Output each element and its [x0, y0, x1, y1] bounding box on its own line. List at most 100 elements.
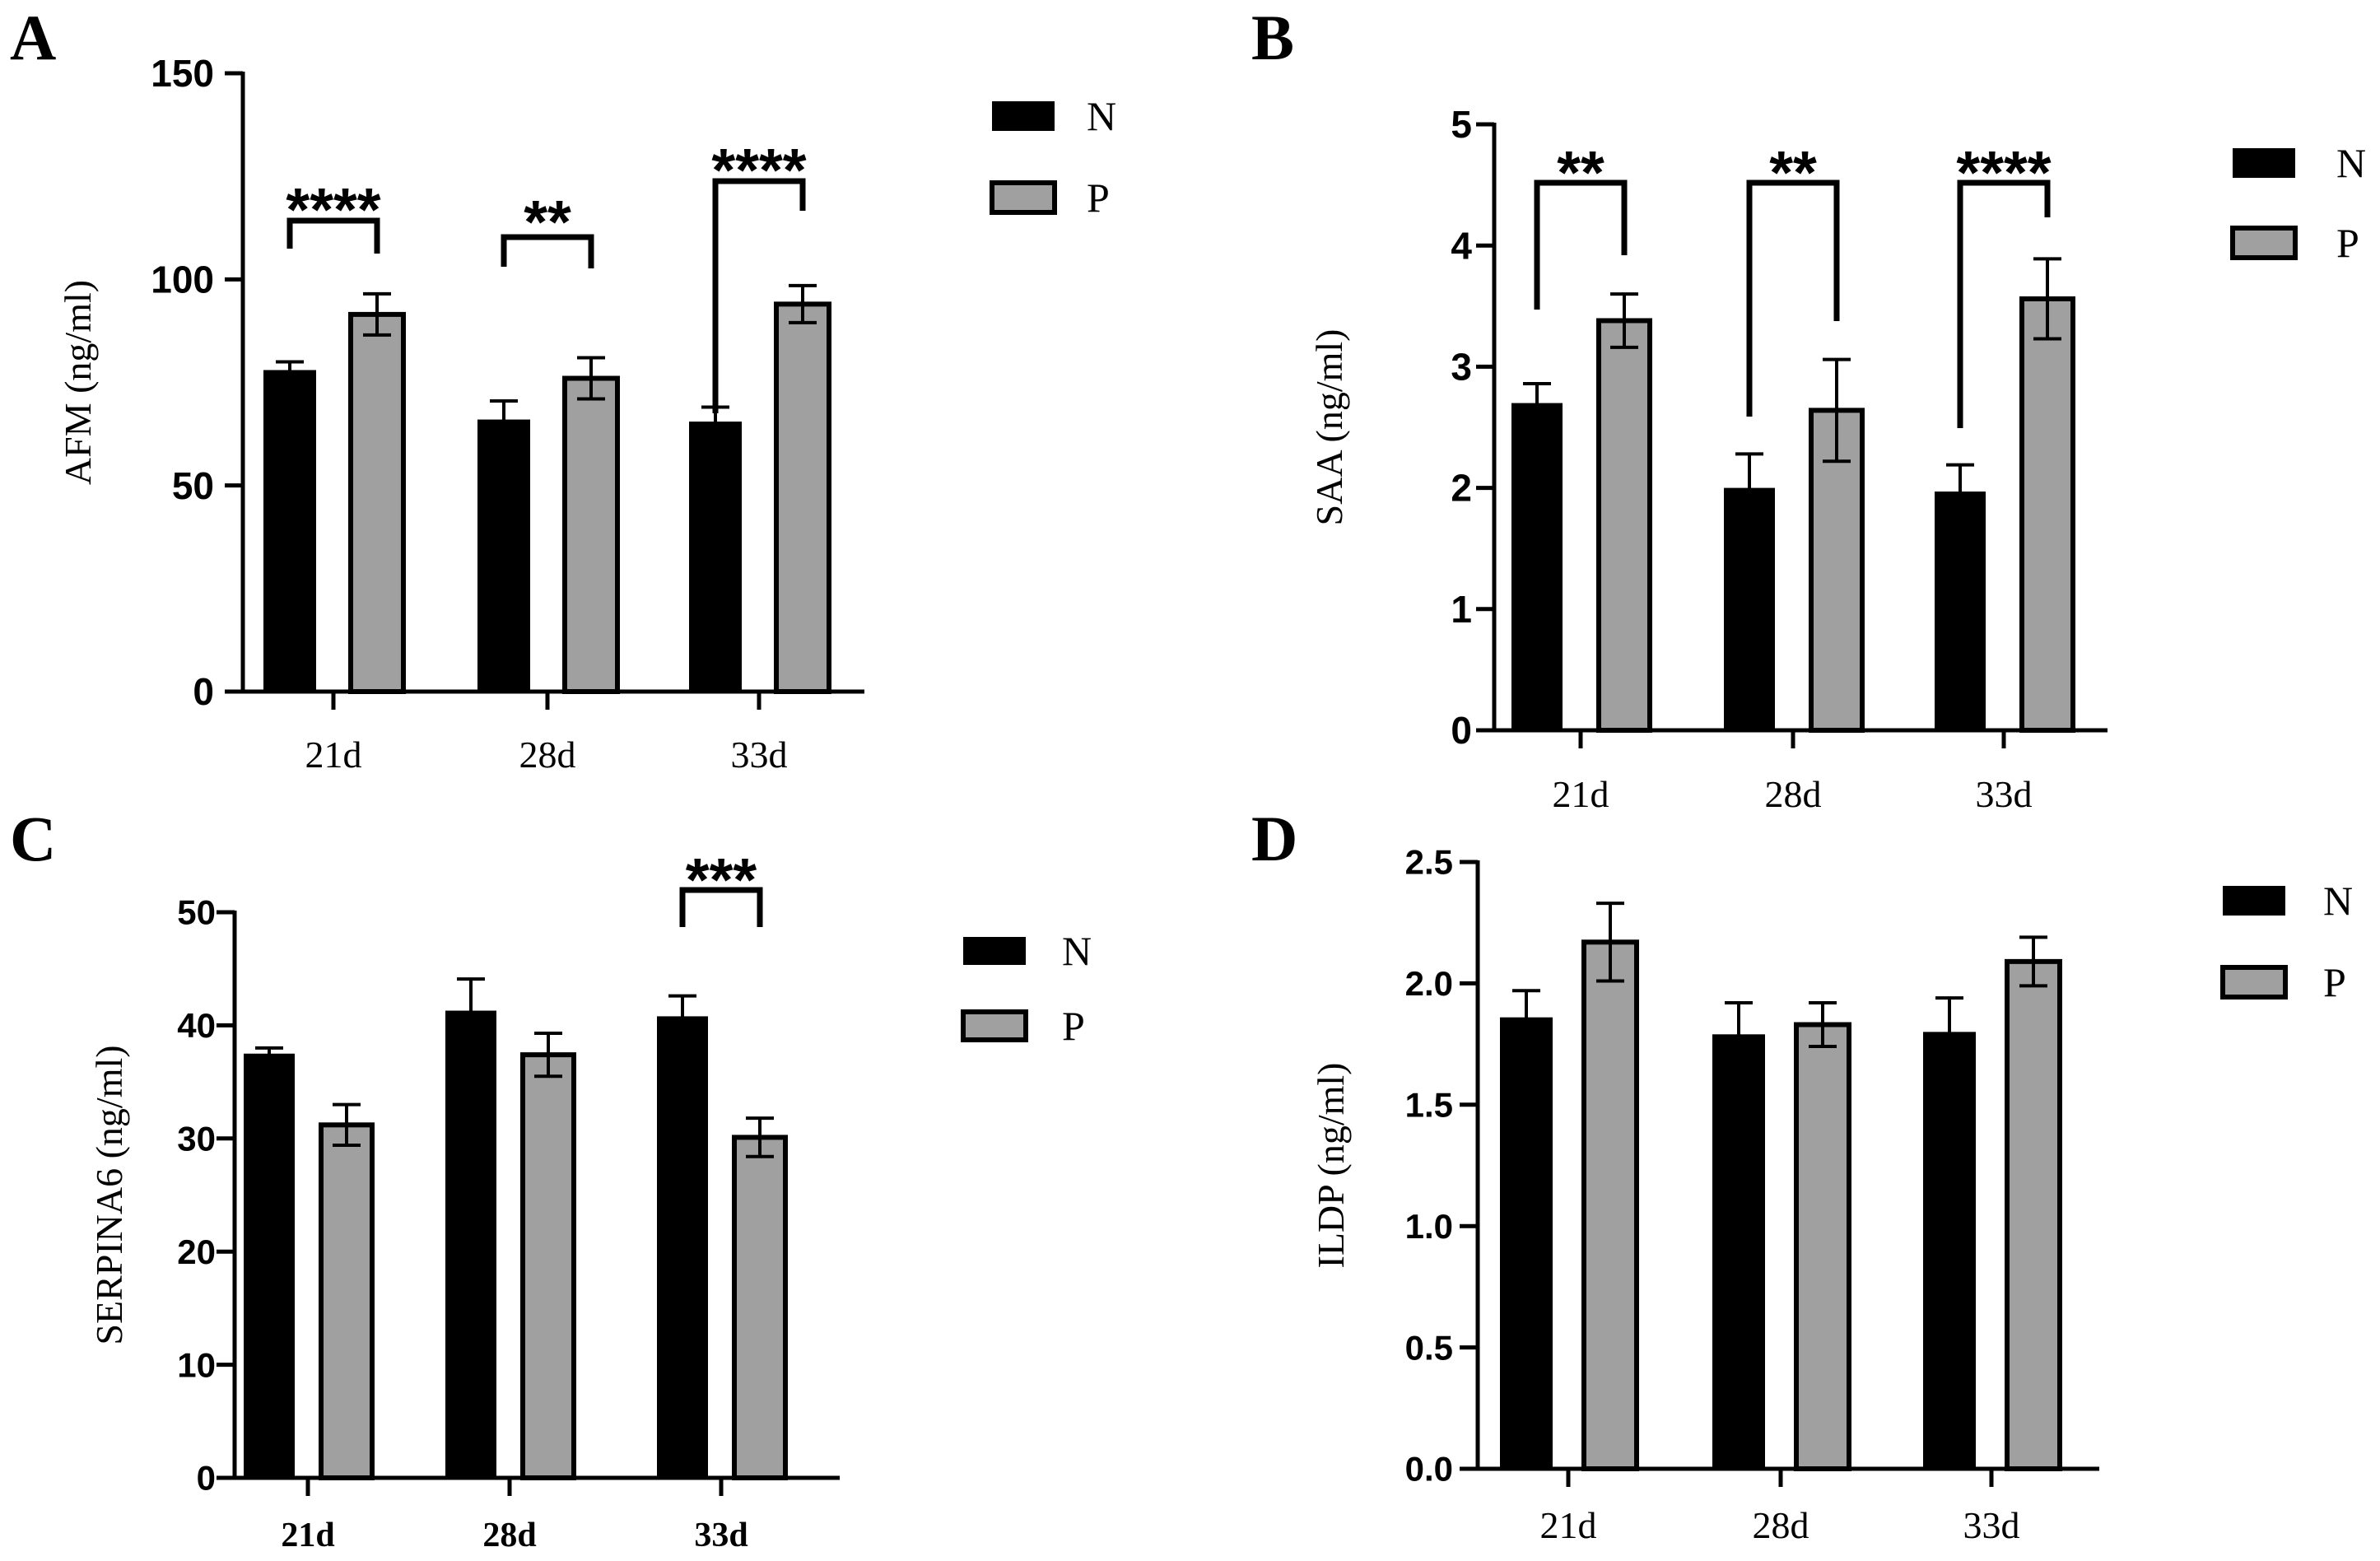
y-tick-label: 50: [172, 464, 214, 507]
panel-label: B: [1251, 2, 1294, 73]
bar-n-33d: [1923, 1032, 1976, 1469]
legend-swatch-p: [2220, 965, 2288, 1000]
significance-bracket: [1957, 179, 2051, 428]
legend-label-p: P: [2336, 220, 2359, 266]
bar-p-28d: [1794, 1022, 1851, 1471]
legend-swatch-n: [992, 101, 1055, 131]
y-tick-label: 1: [1451, 588, 1472, 631]
y-tick-label: 20: [177, 1232, 216, 1271]
legend-label-p: P: [1087, 175, 1110, 221]
bar-p-28d: [562, 375, 620, 694]
bar-p-21d: [348, 311, 406, 694]
significance-stars: ****: [711, 136, 806, 204]
bar-n-28d: [1724, 487, 1775, 730]
bar-p-28d: [520, 1052, 576, 1480]
x-tick-label: 21d: [281, 1517, 334, 1554]
legend-label-n: N: [1087, 93, 1116, 139]
bar-n-28d: [445, 1010, 496, 1478]
significance-stars: **: [1769, 138, 1817, 207]
y-tick-label: 100: [151, 258, 214, 301]
legend-label-p: P: [1062, 1003, 1085, 1049]
legend-label-p: P: [2323, 959, 2346, 1005]
bar-p-33d: [732, 1135, 788, 1481]
bar-n-33d: [657, 1016, 708, 1478]
y-tick-label: 0: [197, 1459, 216, 1498]
significance-bracket: [1534, 179, 1628, 310]
significance-stars: **: [1557, 138, 1605, 207]
y-tick-label: 1.0: [1405, 1207, 1453, 1246]
significance-stars: ***: [686, 846, 757, 914]
y-axis-label: SERPINA6 (ng/ml): [88, 1045, 130, 1344]
y-axis-label: SAA (ng/ml): [1308, 329, 1350, 526]
bar-n-33d: [1935, 492, 1986, 730]
bar-p-33d: [2019, 296, 2075, 733]
legend-label-n: N: [2323, 878, 2353, 924]
legend-swatch-p: [961, 1009, 1028, 1042]
bar-p-33d: [2005, 958, 2062, 1472]
y-tick-label: 0.5: [1405, 1328, 1453, 1367]
legend-swatch-n: [963, 937, 1026, 965]
x-tick-label: 33d: [1963, 1504, 2020, 1546]
panel-label: C: [10, 803, 56, 874]
y-tick-label: 30: [177, 1120, 216, 1158]
significance-bracket: [679, 887, 763, 927]
y-axis-label: ILDP (ng/ml): [1310, 1063, 1352, 1269]
y-tick-label: 3: [1451, 346, 1472, 389]
x-tick-label: 21d: [1540, 1504, 1597, 1546]
x-tick-label: 21d: [1553, 773, 1609, 815]
x-tick-label: 28d: [1753, 1504, 1809, 1546]
significance-bracket: [501, 234, 594, 268]
y-tick-label: 0: [1451, 709, 1472, 752]
bar-p-21d: [1596, 318, 1652, 733]
bar-n-21d: [1500, 1017, 1553, 1469]
legend-label-n: N: [2336, 140, 2366, 186]
x-tick-label: 28d: [519, 734, 576, 776]
y-tick-label: 2: [1451, 467, 1472, 510]
bar-n-28d: [1712, 1034, 1765, 1469]
x-tick-label: 33d: [731, 734, 788, 776]
y-tick-label: 2.0: [1405, 964, 1453, 1003]
panel-a: A AFM (ng/ml) 0 50 100 150 21d **** 28d ** 33d ****…: [10, 2, 1116, 776]
x-tick-label: 21d: [305, 734, 362, 776]
y-tick-label: 1.5: [1405, 1086, 1453, 1125]
bar-n-21d: [263, 370, 316, 692]
bar-n-28d: [477, 419, 530, 692]
panel-label: A: [10, 2, 56, 73]
bar-p-33d: [774, 301, 831, 694]
y-tick-label: 0: [193, 670, 214, 713]
x-tick-label: 33d: [694, 1517, 748, 1554]
significance-stars: **: [524, 188, 571, 256]
y-tick-label: 40: [177, 1006, 216, 1045]
x-tick-label: 33d: [1976, 773, 2033, 815]
y-tick-label: 150: [151, 52, 214, 95]
panel-b: B SAA (ng/ml) 0 1 2 3 4 5 21d ** 28d ** 33d **** NP: [1251, 2, 2366, 815]
bar-p-21d: [319, 1122, 375, 1480]
y-tick-label: 4: [1451, 224, 1472, 267]
significance-bracket: [712, 178, 806, 413]
bar-n-21d: [244, 1053, 295, 1478]
legend-swatch-n: [2233, 148, 2295, 178]
x-tick-label: 28d: [482, 1517, 536, 1554]
y-tick-label: 5: [1451, 103, 1472, 146]
bar-p-28d: [1809, 408, 1865, 733]
legend-label-n: N: [1062, 928, 1092, 974]
significance-stars: ****: [1956, 138, 2051, 207]
y-tick-label: 10: [177, 1345, 216, 1384]
legend-swatch-p: [990, 180, 1057, 215]
legend-swatch-n: [2223, 886, 2285, 916]
significance-bracket: [286, 217, 380, 254]
bar-n-33d: [689, 422, 742, 692]
bar-n-21d: [1511, 403, 1563, 730]
significance-bracket: [1746, 179, 1840, 417]
y-tick-label: 2.5: [1405, 843, 1453, 882]
x-tick-label: 28d: [1765, 773, 1822, 815]
y-tick-label: 0.0: [1405, 1450, 1453, 1489]
y-axis-label: AFM (ng/ml): [57, 280, 99, 485]
legend-swatch-p: [2230, 226, 2298, 260]
panel-label: D: [1251, 803, 1297, 874]
bar-p-21d: [1581, 939, 1639, 1472]
panel-c: C SERPINA6 (ng/ml) 0 10 20 30 40 50 21d 28d 33d ***…: [10, 803, 1092, 1554]
panel-d: D ILDP (ng/ml) 0.0 0.5 1.0 1.5 2.0 2.5 21d 28d 33d…: [1251, 803, 2353, 1546]
y-tick-label: 50: [177, 893, 216, 932]
